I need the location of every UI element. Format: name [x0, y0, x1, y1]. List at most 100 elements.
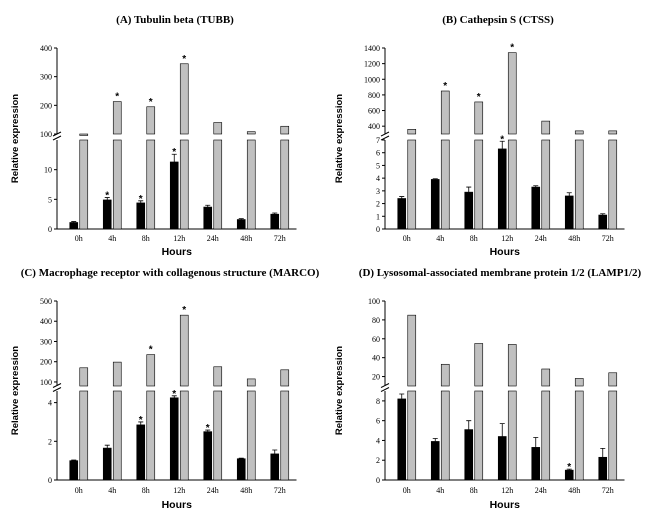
bar-grey-upper: [79, 133, 89, 136]
x-tick-label: 8h: [470, 234, 478, 243]
x-tick-label: 24h: [207, 234, 219, 243]
bar-grey-upper: [146, 354, 156, 387]
x-tick-label: 0h: [403, 486, 411, 495]
bar-grey-upper: [608, 130, 618, 135]
y-tick-label: 2: [48, 437, 52, 446]
bar-black: [136, 424, 146, 481]
bar-black: [236, 219, 246, 230]
y-tick-label: 20: [372, 373, 380, 382]
y-tick-label: 100: [40, 378, 52, 387]
bar-black: [136, 202, 146, 230]
error-bar: [432, 178, 438, 180]
bar-grey-lower: [213, 139, 223, 230]
y-tick-label: 60: [372, 335, 380, 344]
y-axis-label: Relative expression: [10, 346, 21, 435]
x-axis-label: Hours: [490, 499, 520, 511]
significance-star: *: [172, 147, 176, 158]
error-bar: [272, 449, 278, 454]
significance-star: *: [139, 194, 143, 205]
x-tick-label: 48h: [568, 486, 580, 495]
bar-grey-upper: [213, 366, 223, 387]
error-bar: [399, 196, 405, 199]
bar-grey-upper: [179, 314, 189, 387]
x-tick-label: 4h: [108, 486, 116, 495]
x-tick-label: 0h: [75, 234, 83, 243]
error-bar: [566, 468, 572, 471]
bar-black: [270, 453, 280, 481]
bar-black: [531, 186, 541, 230]
y-tick-label: 4: [376, 436, 380, 445]
bar-grey-lower: [608, 390, 618, 481]
y-tick-label: 400: [40, 317, 52, 326]
y-tick-label: 200: [40, 358, 52, 367]
bar-black: [464, 429, 474, 481]
significance-star: *: [172, 389, 176, 400]
axis-break-mark: [380, 131, 390, 141]
x-tick-label: 8h: [142, 486, 150, 495]
bar-grey-upper: [608, 372, 618, 387]
error-bar: [138, 421, 144, 425]
y-tick-label: 400: [40, 44, 52, 53]
bar-black: [397, 198, 407, 230]
bar-grey-lower: [79, 139, 89, 230]
y-tick-label: 300: [40, 337, 52, 346]
y-tick-label: 200: [40, 101, 52, 110]
bar-grey-upper: [574, 130, 584, 135]
error-bar: [272, 212, 278, 215]
error-bar: [71, 221, 77, 223]
y-tick-label: 800: [368, 91, 380, 100]
significance-star: *: [567, 462, 571, 473]
bar-black: [497, 436, 507, 481]
y-tick-label: 1400: [364, 44, 380, 53]
bar-grey-upper: [574, 378, 584, 387]
bar-grey-lower: [280, 139, 290, 230]
bar-grey-lower: [407, 139, 417, 230]
error-bar: [104, 444, 110, 449]
bar-grey-upper: [440, 90, 450, 135]
error-bar: [499, 140, 505, 149]
y-tick-label: 2: [376, 200, 380, 209]
x-tick-label: 48h: [568, 234, 580, 243]
bar-grey-lower: [440, 139, 450, 230]
bar-black: [169, 397, 179, 481]
x-tick-label: 24h: [207, 486, 219, 495]
bar-grey-lower: [507, 139, 517, 230]
y-tick-label: 1200: [364, 60, 380, 69]
bar-grey-upper: [474, 101, 484, 135]
error-bar: [432, 438, 438, 442]
y-axis-label: Relative expression: [334, 94, 345, 183]
bar-grey-upper: [246, 131, 256, 135]
bar-grey-lower: [79, 390, 89, 481]
bar-grey-upper: [440, 363, 450, 387]
significance-star: *: [115, 92, 119, 103]
significance-star: *: [149, 97, 153, 108]
bar-grey-upper: [246, 378, 256, 387]
bar-black: [430, 441, 440, 481]
error-bar: [600, 447, 606, 458]
axis-break-mark: [52, 383, 62, 392]
y-tick-label: 0: [376, 225, 380, 234]
x-tick-label: 4h: [436, 486, 444, 495]
y-tick-label: 7: [376, 136, 380, 145]
bar-grey-lower: [179, 390, 189, 481]
bar-grey-lower: [246, 390, 256, 481]
y-tick-label: 3: [376, 187, 380, 196]
x-tick-label: 48h: [240, 486, 252, 495]
x-tick-label: 4h: [108, 234, 116, 243]
significance-star: *: [500, 134, 504, 145]
y-tick-label: 1: [376, 212, 380, 221]
bar-black: [270, 213, 280, 230]
bar-grey-lower: [574, 139, 584, 230]
y-tick-label: 500: [40, 297, 52, 306]
error-bar: [466, 420, 472, 430]
bar-black: [236, 458, 246, 481]
error-bar: [104, 197, 110, 200]
error-bar: [238, 218, 244, 220]
x-tick-label: 12h: [501, 234, 513, 243]
y-tick-label: 5: [376, 161, 380, 170]
panel-a: (A) Tubulin beta (TUBB) Relative expressi…: [10, 14, 297, 258]
bar-grey-upper: [112, 361, 122, 387]
error-bar: [205, 204, 211, 208]
y-tick-label: 300: [40, 73, 52, 82]
